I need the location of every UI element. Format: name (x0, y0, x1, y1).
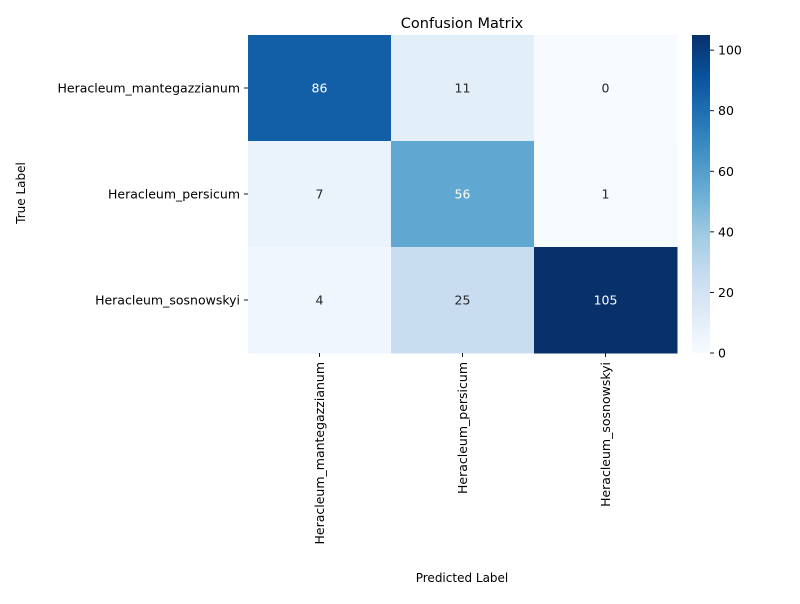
heatmap-cells (248, 35, 678, 354)
heatmap-cell (534, 247, 678, 354)
colorbar-tick-label: 80 (718, 103, 734, 118)
y-tick-labels: Heracleum_mantegazzianum Heracleum_persic… (58, 81, 248, 308)
colorbar-tick-label: 100 (718, 43, 742, 58)
heatmap-cell (534, 141, 678, 248)
cell-annotation: 86 (312, 81, 328, 96)
heatmap-cell (391, 247, 535, 354)
y-tick-label: Heracleum_persicum (108, 187, 240, 202)
cell-annotation: 0 (602, 81, 610, 96)
colorbar-tick-label: 40 (718, 224, 734, 239)
x-tick-labels: Heracleum_mantegazzianum Heracleum_persic… (312, 353, 613, 545)
heatmap-cell (391, 141, 535, 248)
cell-annotation: 56 (455, 187, 471, 202)
heatmap-cell (391, 35, 535, 142)
cell-annotation: 11 (455, 81, 471, 96)
y-tick-label: Heracleum_sosnowskyi (95, 293, 240, 308)
cell-annotation: 4 (316, 293, 324, 308)
cell-annotations: 86 11 0 7 56 1 4 25 105 (312, 81, 618, 308)
heatmap-cell (248, 35, 392, 142)
x-axis-label: Predicted Label (416, 571, 509, 585)
colorbar-tick-label: 20 (718, 285, 734, 300)
cell-annotation: 105 (594, 293, 618, 308)
heatmap-cell (248, 247, 392, 354)
colorbar-gradient (692, 35, 710, 353)
colorbar-tick-label: 0 (718, 346, 726, 361)
colorbar: 0 20 40 60 80 100 (692, 35, 742, 361)
heatmap-cell (534, 35, 678, 142)
colorbar-tick-label: 60 (718, 164, 734, 179)
y-tick-label: Heracleum_mantegazzianum (58, 81, 241, 96)
chart-title: Confusion Matrix (401, 16, 524, 32)
cell-annotation: 1 (602, 187, 610, 202)
heatmap-cell (248, 141, 392, 248)
x-tick-label: Heracleum_mantegazzianum (312, 362, 327, 545)
y-axis-label: True Label (14, 162, 28, 225)
cell-annotation: 25 (455, 293, 471, 308)
x-tick-label: Heracleum_persicum (455, 362, 470, 494)
cell-annotation: 7 (316, 187, 324, 202)
x-tick-label: Heracleum_sosnowskyi (598, 362, 613, 507)
